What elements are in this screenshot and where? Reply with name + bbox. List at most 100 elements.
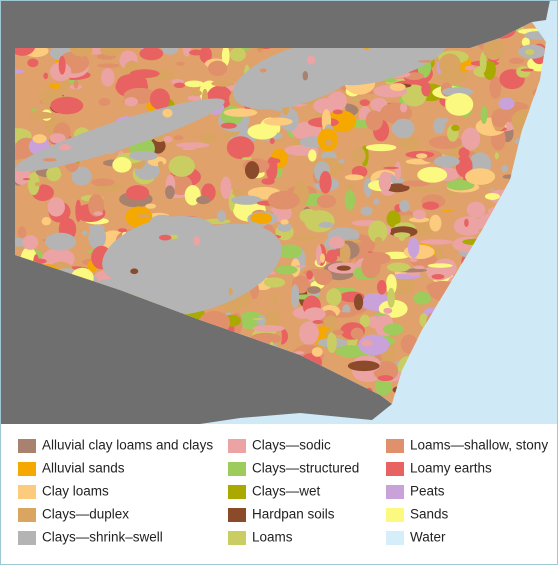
- soil-patch: [125, 206, 153, 228]
- soil-patch: [433, 155, 460, 168]
- soil-patch: [93, 211, 103, 216]
- soil-patch: [358, 334, 390, 356]
- soil-patch: [484, 193, 500, 200]
- soil-patch: [365, 143, 397, 152]
- soil-patch: [429, 214, 442, 232]
- soil-patch: [335, 233, 356, 239]
- soil-patch: [344, 174, 364, 181]
- soil-patch: [303, 307, 326, 321]
- soil-patch: [491, 108, 508, 128]
- soil-patch: [73, 79, 79, 89]
- soil-patch: [352, 147, 366, 165]
- soil-patch: [368, 220, 388, 243]
- soil-patch: [45, 232, 77, 251]
- soil-patch: [231, 195, 262, 205]
- soil-patch: [22, 178, 31, 181]
- soil-patch: [309, 212, 329, 224]
- soil-patch: [516, 66, 531, 78]
- soil-patch: [458, 147, 470, 159]
- soil-patch: [307, 286, 321, 294]
- soil-patch: [465, 168, 496, 185]
- soil-patch: [89, 224, 105, 232]
- soil-patch: [498, 97, 515, 110]
- soil-patch: [327, 91, 347, 112]
- soil-patch: [314, 269, 333, 286]
- neighbouring-land: [0, 0, 550, 424]
- soil-patch: [320, 253, 326, 263]
- soil-patch: [294, 351, 305, 355]
- legend-swatch: [386, 508, 404, 522]
- soil-patch: [228, 287, 233, 296]
- soil-patch: [521, 37, 530, 47]
- soil-patch: [129, 150, 159, 161]
- soil-patch: [291, 121, 322, 141]
- soil-patch: [124, 97, 139, 107]
- soil-patch: [505, 73, 510, 80]
- soil-patch: [374, 313, 386, 317]
- legend-swatch: [386, 485, 404, 499]
- soil-patch: [259, 68, 267, 73]
- soil-patch: [250, 212, 273, 225]
- soil-patch: [417, 166, 448, 183]
- soil-patch: [409, 217, 430, 223]
- soil-patch: [360, 206, 373, 216]
- soil-patch: [220, 176, 232, 200]
- soil-patch: [385, 183, 410, 193]
- legend-label: Sands: [410, 507, 449, 522]
- soil-patch: [58, 144, 72, 151]
- soil-patch: [377, 375, 394, 382]
- soil-patch: [15, 69, 25, 74]
- soil-patch: [413, 265, 425, 270]
- soil-patch: [451, 124, 460, 132]
- soil-patch: [173, 135, 184, 141]
- soil-patch: [427, 263, 453, 268]
- soil-patch: [41, 216, 51, 226]
- soil-patch: [221, 45, 230, 67]
- soil-patch: [327, 249, 341, 257]
- soil-patch: [308, 149, 317, 162]
- legend-swatch: [386, 462, 404, 476]
- soil-patch: [438, 53, 461, 77]
- soil-patch: [88, 194, 105, 217]
- soil-patch: [422, 201, 440, 211]
- soil-patch: [327, 110, 357, 133]
- soil-patch: [164, 185, 175, 199]
- soil-patch: [344, 190, 356, 211]
- soil-patch: [277, 222, 292, 233]
- soil-patch: [318, 221, 334, 228]
- soil-patch: [49, 133, 66, 144]
- soil-patch: [28, 111, 55, 119]
- soil-patch: [383, 323, 404, 336]
- soil-patch: [256, 315, 267, 326]
- soil-patch: [71, 166, 92, 186]
- soil-patch: [344, 183, 356, 190]
- soil-patch: [401, 180, 431, 187]
- legend-swatch: [228, 462, 246, 476]
- soil-patch: [323, 315, 338, 329]
- legend-swatch: [18, 531, 36, 545]
- soil-patch: [46, 166, 62, 182]
- soil-patch: [275, 265, 298, 275]
- legend-label: Loams—shallow, stony: [410, 438, 548, 453]
- soil-patch: [391, 121, 415, 136]
- soil-patch: [466, 201, 486, 218]
- soil-patch: [445, 93, 474, 116]
- soil-patch: [363, 177, 372, 198]
- soil-patch: [375, 377, 393, 396]
- soil-patch: [525, 49, 535, 56]
- soil-patch: [232, 188, 245, 197]
- soil-patch: [295, 265, 307, 268]
- soil-patch: [399, 136, 421, 150]
- soil-patch: [311, 347, 323, 357]
- soil-patch: [42, 158, 57, 162]
- soil-patch: [353, 98, 358, 101]
- soil-patch: [306, 270, 313, 280]
- soil-patch: [347, 360, 380, 372]
- soil-patch: [169, 234, 179, 240]
- soil-patch: [412, 209, 427, 220]
- soil-patch: [399, 199, 410, 213]
- soil-patch: [407, 237, 420, 258]
- legend-label: Clay loams: [42, 484, 109, 499]
- soil-patch: [464, 65, 476, 71]
- legend-label: Clays—shrink–swell: [42, 530, 163, 545]
